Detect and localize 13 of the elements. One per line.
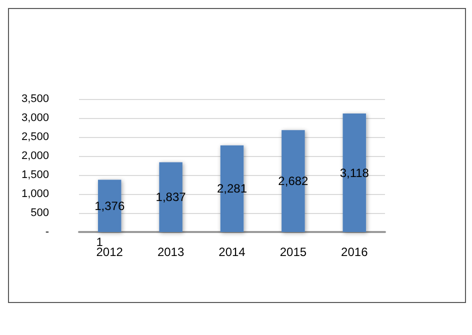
x-tick-label: 2014	[218, 245, 246, 259]
x-tick-label: 2016	[341, 245, 368, 259]
y-tick-label: 1,500	[21, 169, 49, 181]
y-tick-label: 2,000	[21, 150, 49, 162]
y-tick-label: 2,500	[21, 131, 49, 143]
y-tick-label: 3,000	[21, 112, 49, 124]
x-tick-label: 2015	[280, 245, 307, 259]
x-tick-label: 2013	[157, 245, 184, 259]
y-tick-label: -	[45, 226, 50, 238]
y-tick-label: 1,000	[21, 188, 49, 200]
y-tick-label: 3,500	[21, 93, 49, 105]
bar	[342, 114, 366, 232]
y-tick-label: 500	[30, 207, 49, 219]
